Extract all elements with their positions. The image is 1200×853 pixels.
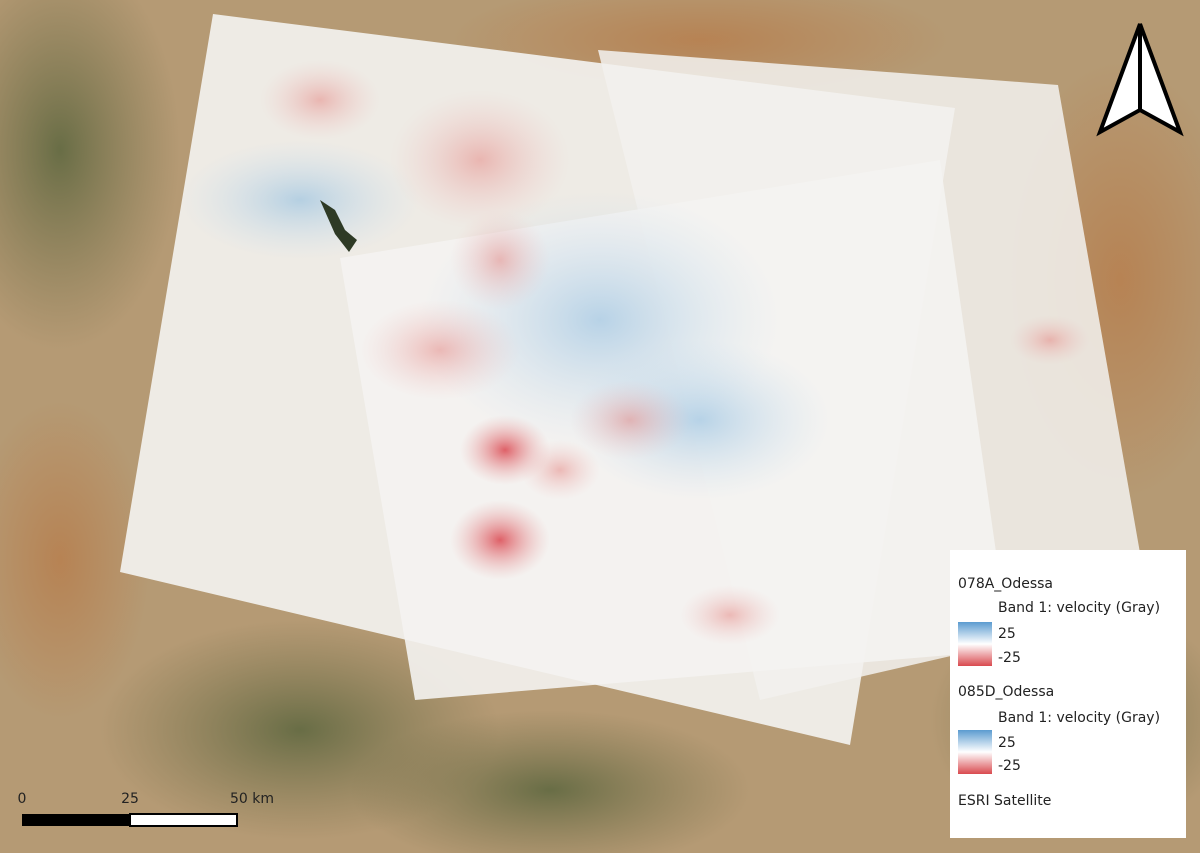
- scale-label: 25: [121, 791, 139, 807]
- scale-label: 0: [18, 791, 27, 807]
- ramp-max: 25: [998, 626, 1016, 642]
- band-label: Band 1: velocity (Gray): [998, 710, 1160, 726]
- ramp-min: -25: [998, 758, 1021, 774]
- basemap-label: ESRI Satellite: [958, 793, 1051, 809]
- ramp-min: -25: [998, 650, 1021, 666]
- north-arrow: [1096, 23, 1184, 137]
- velocity-layers: [120, 14, 1150, 745]
- layer-name: 078A_Odessa: [958, 576, 1053, 592]
- reservoir: [320, 200, 357, 252]
- color-ramp: [958, 622, 992, 666]
- scale-label: 50 km: [230, 791, 274, 807]
- layer-name: 085D_Odessa: [958, 684, 1054, 700]
- legend: 078A_Odessa Band 1: velocity (Gray) 25 -…: [950, 550, 1186, 838]
- band-label: Band 1: velocity (Gray): [998, 600, 1160, 616]
- color-ramp: [958, 730, 992, 774]
- scale-bar: 0 25 50 km: [18, 791, 274, 827]
- ramp-max: 25: [998, 735, 1016, 751]
